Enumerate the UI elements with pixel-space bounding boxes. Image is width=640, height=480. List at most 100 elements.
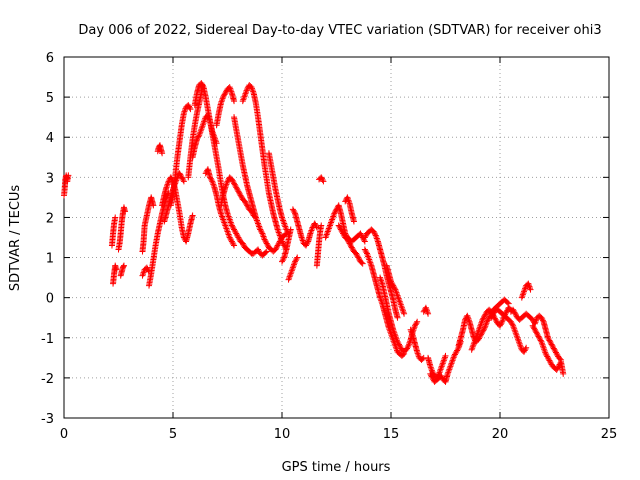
data-point — [361, 246, 368, 253]
data-point — [233, 184, 240, 191]
data-point — [498, 320, 505, 327]
data-point — [318, 174, 325, 181]
data-point — [425, 310, 432, 317]
axis-ticks: 0 5 10 15 20 25 -3 -2 -1 0 1 2 3 4 5 6 — [41, 51, 617, 442]
data-point — [491, 309, 498, 316]
data-point — [488, 314, 495, 321]
data-point — [512, 312, 519, 319]
data-point — [484, 317, 491, 324]
data-point — [337, 226, 344, 233]
x-tick-label: 15 — [383, 427, 400, 442]
data-point — [143, 264, 150, 271]
data-point — [313, 223, 320, 230]
data-point — [547, 340, 554, 347]
data-point — [536, 334, 543, 341]
data-point — [198, 80, 205, 87]
data-point — [397, 344, 404, 351]
data-point — [233, 231, 240, 238]
data-point — [477, 332, 484, 339]
x-tick-label: 0 — [60, 427, 68, 442]
data-point — [234, 187, 241, 194]
y-tick-label: 6 — [46, 51, 54, 66]
data-point — [489, 312, 496, 319]
data-point — [230, 225, 237, 232]
data-point — [194, 134, 201, 141]
data-point — [180, 178, 187, 185]
data-point — [342, 198, 349, 205]
data-point — [550, 344, 557, 351]
data-point — [113, 266, 120, 273]
data-point — [549, 342, 556, 349]
data-point — [231, 98, 238, 105]
data-point — [255, 247, 262, 254]
data-point — [539, 317, 546, 324]
data-point — [482, 311, 489, 318]
data-point — [372, 231, 379, 238]
data-point — [273, 245, 280, 252]
data-point — [231, 226, 238, 233]
data-point — [428, 373, 435, 380]
data-point — [228, 176, 235, 183]
data-point — [230, 241, 237, 248]
data-point — [292, 257, 299, 264]
data-point — [236, 235, 243, 242]
data-point — [264, 241, 271, 248]
data-point — [193, 136, 200, 143]
data-point — [244, 86, 251, 93]
data-point — [65, 172, 72, 179]
data-point — [535, 333, 542, 340]
data-point — [552, 348, 559, 355]
data-point — [358, 231, 365, 238]
data-point — [231, 180, 238, 187]
data-point — [228, 237, 235, 244]
data-point — [547, 338, 554, 345]
data-point — [311, 220, 318, 227]
data-point — [275, 241, 282, 248]
data-point — [227, 235, 234, 242]
data-point — [390, 282, 397, 289]
data-point — [412, 321, 419, 328]
data-point — [532, 328, 539, 335]
data-point — [508, 320, 515, 327]
data-point — [554, 365, 561, 372]
data-point — [231, 181, 238, 188]
data-point — [312, 221, 319, 228]
data-point — [185, 103, 192, 110]
data-point — [272, 246, 279, 253]
data-point — [414, 318, 421, 325]
data-point — [548, 341, 555, 348]
data-point — [497, 321, 504, 328]
data-point — [539, 316, 546, 323]
data-point — [236, 191, 243, 198]
data-point — [179, 175, 186, 182]
data-point — [235, 234, 242, 241]
data-point — [546, 357, 553, 364]
data-point — [401, 310, 408, 317]
data-point — [294, 254, 301, 261]
grid — [64, 57, 609, 418]
data-point — [232, 229, 239, 236]
data-point — [335, 222, 342, 229]
data-points — [61, 80, 567, 385]
data-point — [199, 82, 206, 89]
data-point — [229, 223, 236, 230]
data-point — [346, 240, 353, 247]
data-point — [262, 249, 269, 256]
data-point — [479, 316, 486, 323]
x-axis-label: GPS time / hours — [282, 460, 391, 475]
data-point — [390, 283, 397, 290]
data-point — [353, 250, 360, 257]
data-point — [492, 316, 499, 323]
data-point — [362, 247, 369, 254]
data-point — [510, 308, 517, 315]
data-point — [221, 91, 228, 98]
data-point — [489, 313, 496, 320]
data-point — [347, 241, 354, 248]
data-point — [394, 314, 401, 321]
data-point — [232, 183, 239, 190]
data-point — [394, 338, 401, 345]
data-point — [262, 237, 269, 244]
y-tick-label: 1 — [46, 252, 54, 267]
data-point — [257, 227, 264, 234]
data-point — [320, 178, 327, 185]
